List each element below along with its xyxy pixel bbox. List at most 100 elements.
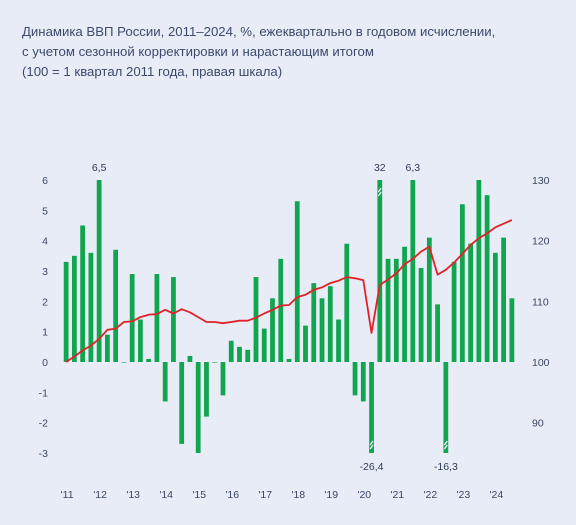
gdp-bar: [121, 362, 127, 363]
gdp-bar: [129, 274, 135, 362]
cumulative-index-line: [65, 219, 513, 363]
right-tick-label: 130: [532, 175, 550, 187]
gdp-bar: [294, 201, 300, 362]
gdp-bar: [63, 261, 69, 362]
gdp-bar: [336, 319, 341, 362]
gdp-bar: [162, 362, 168, 402]
right-tick-label: 120: [532, 236, 550, 248]
gdp-bar: [71, 255, 77, 362]
x-tick-label: '24: [490, 489, 504, 501]
gdp-bar: [105, 334, 110, 362]
bar-break-mark: [443, 444, 448, 450]
bar-value-label: -16,3: [434, 461, 458, 473]
gdp-bar: [443, 362, 449, 453]
title-line-1: Динамика ВВП России, 2011–2024, %, ежекв…: [22, 24, 496, 39]
x-tick-label: '21: [390, 489, 404, 501]
gdp-bar: [187, 355, 193, 362]
x-tick-label: '22: [423, 489, 437, 501]
gdp-bar: [410, 180, 416, 362]
gdp-bar: [261, 328, 267, 362]
gdp-bar: [212, 362, 218, 363]
right-tick-label: 100: [532, 357, 550, 369]
bar-value-label: 6,3: [406, 162, 421, 174]
x-tick-label: '19: [324, 489, 338, 501]
gdp-bar: [96, 180, 102, 362]
gdp-bar: [344, 243, 350, 362]
gdp-bar: [459, 204, 465, 362]
gdp-bar: [492, 252, 498, 362]
left-tick-label: 1: [42, 327, 48, 339]
right-tick-label: 90: [532, 418, 544, 430]
gdp-bar: [253, 277, 259, 362]
x-tick-label: '17: [258, 489, 272, 501]
title-line-2: с учетом сезонной корректировки и нараст…: [22, 44, 374, 59]
gdp-bar: [303, 325, 308, 362]
gdp-bar: [278, 258, 284, 362]
gdp-bar: [327, 286, 333, 362]
gdp-bar: [171, 277, 176, 362]
left-tick-label: 0: [42, 357, 48, 369]
gdp-bar: [319, 298, 325, 362]
gdp-bar: [237, 346, 242, 362]
gdp-bar: [360, 362, 366, 402]
gdp-bar: [385, 258, 391, 362]
right-tick-label: 110: [532, 296, 549, 308]
gdp-bar: [509, 298, 515, 362]
gdp-bar: [286, 358, 292, 362]
left-tick-label: -3: [39, 448, 48, 460]
gdp-bar: [204, 362, 209, 417]
gdp-bar: [369, 362, 374, 453]
chart-title: Динамика ВВП России, 2011–2024, %, ежекв…: [22, 22, 562, 82]
left-tick-label: 2: [42, 296, 48, 308]
x-tick-label: '23: [457, 489, 471, 501]
gdp-bar: [179, 362, 185, 444]
gdp-bar: [146, 358, 152, 362]
left-tick-label: 5: [42, 205, 48, 217]
bar-value-label: -26,4: [360, 461, 384, 473]
gdp-bar: [113, 249, 119, 362]
x-tick-label: '20: [357, 489, 371, 501]
gdp-bar: [476, 180, 482, 362]
gdp-bar: [435, 304, 440, 362]
bar-value-label: 32: [374, 162, 386, 174]
gdp-bar: [88, 252, 94, 362]
gdp-bar: [154, 274, 160, 362]
bar-break-mark: [369, 440, 374, 446]
x-tick-label: '11: [61, 489, 74, 501]
left-tick-label: -2: [39, 418, 48, 430]
gdp-bar: [245, 349, 251, 362]
gdp-bar: [393, 258, 399, 362]
gdp-bar: [311, 283, 317, 362]
bar-break-mark: [443, 440, 448, 446]
gdp-bar: [138, 319, 143, 362]
left-tick-label: -1: [39, 387, 48, 399]
gdp-bar: [451, 261, 457, 362]
gdp-bar: [418, 267, 424, 362]
title-line-3: (100 = 1 квартал 2011 года, правая шкала…: [22, 64, 283, 79]
x-tick-label: '14: [159, 489, 173, 501]
gdp-bar: [80, 225, 86, 362]
gdp-bar: [228, 340, 234, 362]
left-tick-label: 3: [42, 266, 48, 278]
gdp-bar: [270, 298, 275, 362]
x-tick-label: '12: [93, 489, 107, 501]
gdp-bar: [195, 362, 201, 453]
gdp-bar: [402, 246, 407, 362]
left-tick-label: 6: [42, 175, 48, 187]
x-tick-label: '15: [192, 489, 206, 501]
gdp-bar: [501, 237, 507, 362]
left-tick-label: 4: [42, 236, 48, 248]
gdp-bar: [468, 243, 473, 362]
x-tick-label: '16: [225, 489, 239, 501]
bar-value-label: 6,5: [92, 162, 107, 174]
bar-break-mark: [377, 187, 382, 193]
bar-break-mark: [369, 444, 374, 450]
gdp-bar: [220, 362, 226, 396]
bar-break-mark: [377, 191, 382, 197]
gdp-bar: [352, 362, 358, 396]
gdp-bar: [377, 180, 383, 362]
x-tick-label: '18: [291, 489, 305, 501]
gdp-bar: [426, 237, 432, 362]
gdp-bar: [484, 195, 490, 362]
